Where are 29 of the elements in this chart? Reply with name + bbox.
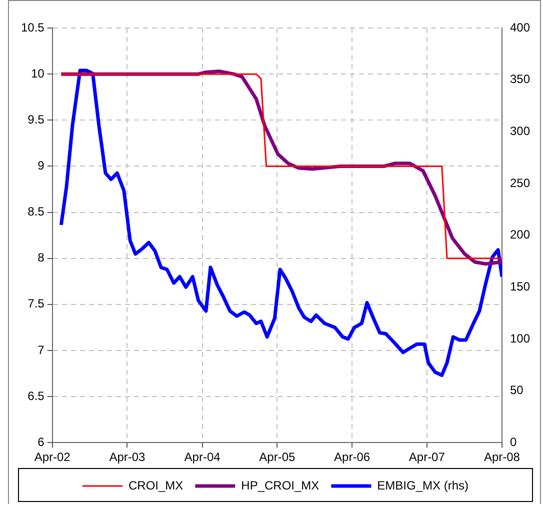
x-tick-label: Apr-02 (34, 450, 71, 464)
y-tick-label: 7.5 (28, 296, 45, 311)
y-tick-label: 6 (38, 434, 45, 449)
y-tick-label: 6.5 (28, 388, 45, 403)
y2-tick-label: 250 (510, 176, 530, 190)
legend-label: HP_CROI_MX (241, 478, 320, 492)
legend-label: CROI_MX (128, 478, 184, 492)
x-tick-label: Apr-07 (408, 450, 446, 464)
y2-tick-label: 50 (510, 383, 524, 398)
y-tick-label: 9.5 (28, 112, 45, 126)
y2-tick-label: 350 (510, 72, 530, 86)
y-tick-label: 7 (38, 342, 45, 357)
y-tick-label: 8.5 (28, 204, 45, 219)
x-tick-label: Apr-08 (484, 450, 520, 464)
y2-tick-label: 0 (510, 434, 517, 449)
x-tick-label: Apr-05 (259, 450, 296, 464)
y2-tick-label: 100 (510, 331, 530, 346)
x-tick-label: Apr-03 (109, 450, 146, 464)
y-tick-label: 8 (38, 250, 45, 265)
legend-label: EMBIG_MX (rhs) (377, 478, 469, 492)
x-tick-label: Apr-04 (184, 450, 221, 464)
y-tick-label: 9 (38, 158, 45, 173)
y2-tick-label: 200 (510, 228, 530, 242)
y2-tick-label: 400 (510, 20, 530, 34)
x-tick-label: Apr-06 (334, 450, 370, 464)
y2-tick-label: 150 (510, 279, 530, 294)
y-tick-label: 10.5 (20, 20, 45, 34)
y-tick-label: 10 (30, 66, 45, 80)
y2-tick-label: 300 (510, 124, 530, 138)
